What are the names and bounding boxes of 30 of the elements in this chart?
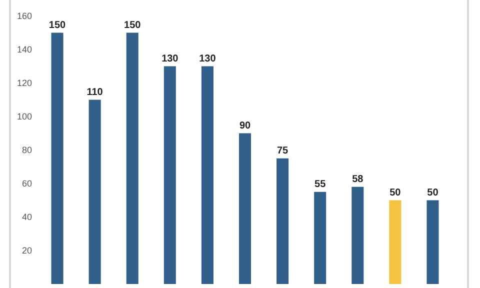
bar [164, 66, 176, 284]
data-label: 58 [352, 174, 364, 185]
data-label: 90 [239, 120, 251, 132]
bar [88, 100, 101, 284]
bar [426, 200, 439, 284]
y-tick-label: 140 [16, 44, 32, 55]
y-tick-label: 120 [16, 78, 32, 88]
y-tick-label: 100 [16, 112, 32, 122]
bar [126, 32, 138, 284]
data-label: 50 [390, 187, 402, 198]
bar [238, 133, 252, 284]
data-label: 110 [86, 86, 104, 98]
data-label: 75 [276, 145, 289, 156]
data-label: 50 [427, 187, 439, 198]
y-tick-label: 60 [22, 178, 32, 189]
data-label: 150 [48, 20, 66, 31]
y-tick-label: 80 [22, 145, 32, 156]
bar [51, 32, 64, 284]
bar [276, 158, 289, 284]
bar [352, 186, 364, 284]
bar [389, 200, 402, 284]
y-tick-label: 20 [22, 246, 32, 256]
data-label: 130 [162, 53, 179, 64]
data-label: 55 [314, 178, 326, 190]
bar [314, 192, 326, 284]
bar [201, 66, 214, 284]
data-label: 150 [124, 20, 142, 31]
y-tick-label: 40 [22, 212, 32, 222]
y-tick-label: 160 [16, 11, 32, 22]
data-label: 130 [199, 53, 216, 64]
